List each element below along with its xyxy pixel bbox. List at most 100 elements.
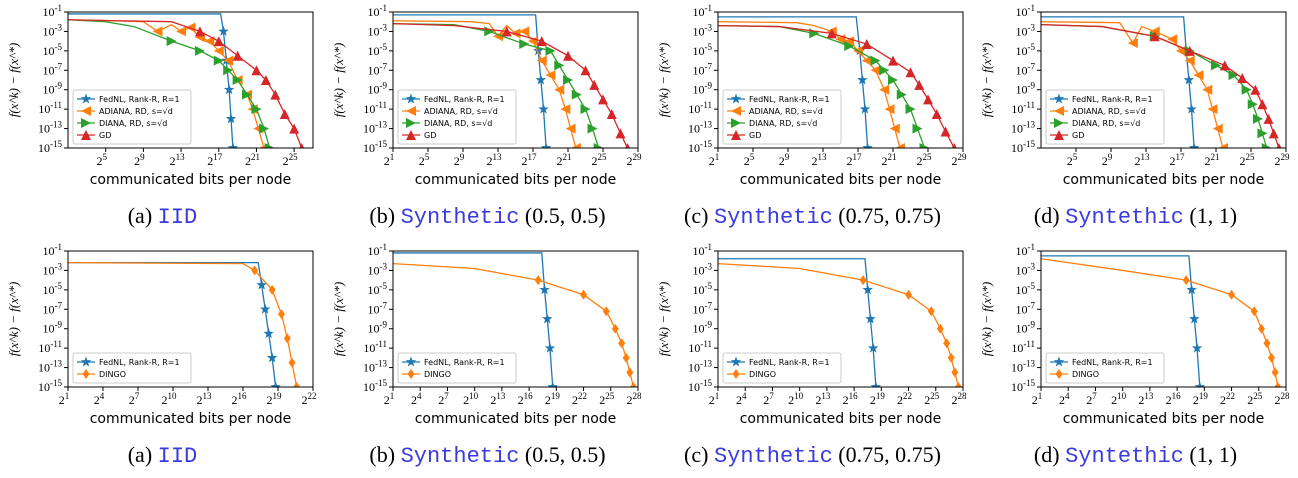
legend-label: FedNL, Rank-R, R=1 bbox=[749, 95, 830, 104]
legend-marker bbox=[80, 356, 92, 367]
data-point bbox=[1167, 34, 1178, 45]
legend-box bbox=[72, 352, 192, 384]
data-point bbox=[862, 142, 873, 148]
y-tick-label: 10-7 bbox=[368, 61, 388, 77]
panel-top-b: 10-1 10-3 10-5 10-7 10-9 10-11 10-13 10-15 21 25 2… bbox=[325, 0, 650, 239]
data-point bbox=[870, 55, 881, 66]
panel-top-a: 10-1 10-3 10-5 10-7 10-9 10-11 10-13 10-15 25 29 2… bbox=[0, 0, 325, 239]
y-tick-label: 10-13 bbox=[363, 359, 387, 375]
data-point bbox=[501, 26, 512, 37]
data-point bbox=[1194, 381, 1206, 387]
data-point bbox=[251, 265, 259, 276]
x-tick-label: 225 bbox=[599, 391, 615, 407]
data-point bbox=[547, 381, 558, 387]
data-point bbox=[809, 28, 820, 39]
data-point bbox=[232, 50, 243, 61]
x-tick-label: 228 bbox=[1275, 391, 1291, 407]
caption-prefix: (b) bbox=[369, 442, 396, 467]
y-tick-label: 10-11 bbox=[688, 339, 712, 355]
y-tick-label: 10-11 bbox=[1011, 100, 1035, 116]
legend-label: FedNL, Rank-R, R=1 bbox=[424, 358, 505, 367]
data-point bbox=[266, 352, 278, 363]
x-tick-label: 219 bbox=[545, 391, 561, 407]
y-tick-label: 10-1 bbox=[693, 3, 713, 19]
data-point bbox=[1257, 128, 1268, 139]
data-point bbox=[940, 126, 951, 137]
plot-frame bbox=[67, 250, 314, 388]
x-tick-label: 21 bbox=[384, 152, 395, 168]
y-tick-label: 10-3 bbox=[368, 22, 388, 38]
legend-marker bbox=[731, 106, 741, 116]
data-point bbox=[905, 104, 916, 115]
legend-label: GD bbox=[1072, 131, 1084, 140]
data-point bbox=[905, 67, 916, 78]
data-point bbox=[1191, 342, 1203, 353]
legend-marker bbox=[731, 118, 741, 128]
x-tick-label: 210 bbox=[788, 391, 804, 407]
x-tick-label: 29 bbox=[779, 152, 790, 168]
x-axis-label: communicated bits per node bbox=[90, 172, 292, 188]
data-point bbox=[1127, 38, 1138, 49]
x-axis-label: communicated bits per node bbox=[90, 411, 292, 427]
legend-label: DINGO bbox=[1072, 370, 1099, 379]
x-tick-label: 213 bbox=[1135, 152, 1151, 168]
x-tick-label: 222 bbox=[1220, 391, 1235, 407]
plot-frame bbox=[67, 11, 314, 149]
x-tick-label: 221 bbox=[882, 152, 897, 168]
y-tick-label: 10-13 bbox=[38, 120, 62, 136]
y-tick-label: 10-5 bbox=[368, 42, 388, 58]
data-point bbox=[593, 143, 604, 148]
x-axis-label: communicated bits per node bbox=[740, 411, 942, 427]
data-point bbox=[565, 123, 576, 134]
plot-frame bbox=[1040, 250, 1287, 388]
x-axis-label: communicated bits per node bbox=[1063, 411, 1265, 427]
data-point bbox=[1207, 104, 1218, 115]
y-axis-label: f(x^k) − f(x^*) bbox=[6, 282, 21, 357]
data-point bbox=[1257, 99, 1268, 110]
data-point bbox=[223, 84, 235, 95]
data-point bbox=[1184, 45, 1195, 56]
y-tick-label: 10-13 bbox=[38, 359, 62, 375]
series-line-1 bbox=[68, 262, 298, 387]
legend-marker bbox=[1053, 356, 1065, 367]
legend-marker bbox=[81, 118, 91, 128]
x-tick-label: 24 bbox=[736, 391, 747, 407]
data-point bbox=[260, 75, 271, 85]
legend-marker bbox=[405, 356, 417, 367]
x-tick-label: 210 bbox=[1111, 391, 1127, 407]
x-axis-label: communicated bits per node bbox=[415, 411, 617, 427]
caption-prefix: (a) bbox=[127, 442, 153, 467]
x-tick-label: 21 bbox=[384, 391, 395, 407]
y-tick-label: 10-11 bbox=[38, 339, 62, 355]
x-tick-label: 217 bbox=[1170, 152, 1186, 168]
x-tick-label: 27 bbox=[129, 391, 140, 407]
chart-top-a: 10-1 10-3 10-5 10-7 10-9 10-11 10-13 10-15 25 29 2… bbox=[6, 3, 314, 188]
data-point bbox=[242, 89, 253, 100]
data-point bbox=[611, 323, 619, 334]
data-point bbox=[884, 104, 895, 115]
data-point bbox=[1184, 55, 1195, 66]
data-point bbox=[1218, 143, 1228, 148]
legend-label: ADIANA, RD, s=√d bbox=[99, 107, 173, 116]
legend-label: GD bbox=[749, 131, 761, 140]
data-point bbox=[626, 367, 634, 378]
data-point bbox=[538, 103, 549, 114]
y-tick-label: 10-5 bbox=[693, 42, 713, 58]
y-tick-label: 10-3 bbox=[43, 22, 63, 38]
y-tick-label: 10-15 bbox=[688, 378, 712, 394]
caption-prefix: (b) bbox=[369, 203, 396, 228]
caption-prefix: (d) bbox=[1033, 203, 1060, 228]
data-point bbox=[194, 26, 205, 37]
data-point bbox=[861, 55, 872, 66]
data-point bbox=[844, 36, 855, 47]
data-point bbox=[536, 36, 547, 47]
panel-bottom-c: 10-1 10-3 10-5 10-7 10-9 10-11 10-13 10-15 21 24 2… bbox=[650, 239, 975, 478]
y-axis-label: f(x^k) − f(x^*) bbox=[656, 43, 671, 118]
caption-dataset: Synthetic bbox=[400, 444, 520, 469]
x-tick-label: 222 bbox=[897, 391, 912, 407]
x-tick-label: 229 bbox=[1275, 152, 1291, 168]
legend-box bbox=[722, 352, 842, 384]
y-tick-label: 10-9 bbox=[43, 320, 63, 336]
data-point bbox=[879, 65, 890, 76]
